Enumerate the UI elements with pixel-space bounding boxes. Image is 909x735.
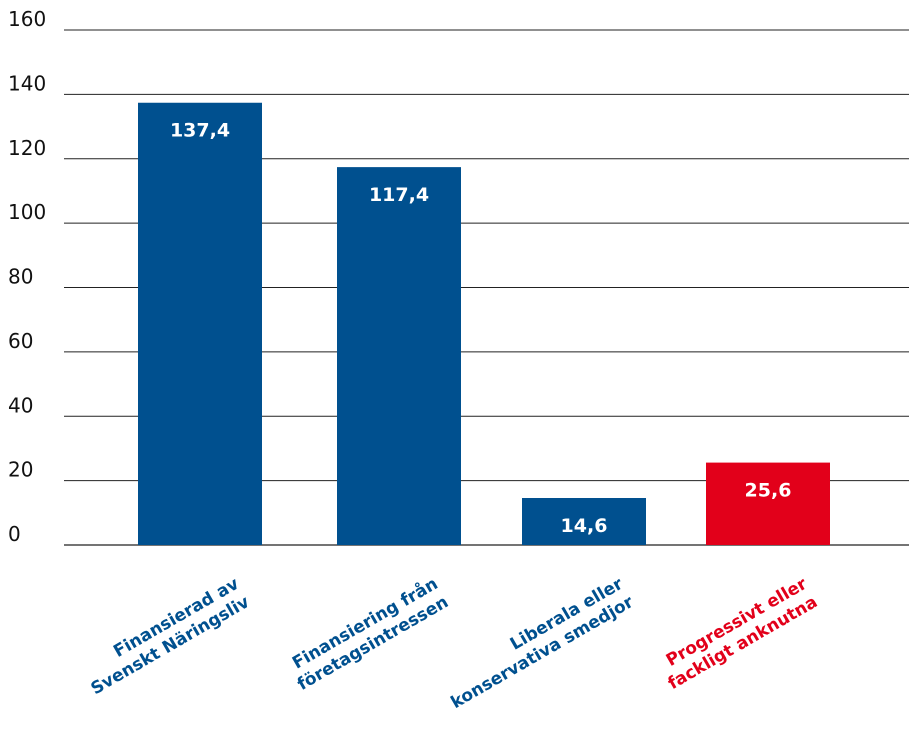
- bar: [138, 102, 262, 546]
- bar: [706, 462, 830, 545]
- y-tick-label: 0: [8, 522, 21, 546]
- y-axis-ticks: 0 20 40 60 80 100 120 140 160: [8, 7, 46, 546]
- y-tick-label: 80: [8, 265, 33, 289]
- category-label-line: konservativa smedjor: [448, 592, 638, 713]
- bar-value-label: 14,6: [561, 515, 608, 537]
- bar-value-labels: 137,4 117,4 14,6 25,6: [170, 120, 792, 537]
- y-tick-label: 60: [8, 329, 33, 353]
- y-tick-label: 20: [8, 458, 33, 482]
- y-tick-label: 100: [8, 200, 46, 224]
- bar-value-label: 25,6: [745, 480, 792, 502]
- bar-value-label: 137,4: [170, 120, 230, 142]
- y-tick-label: 140: [8, 71, 46, 95]
- y-tick-label: 40: [8, 393, 33, 417]
- y-tick-label: 160: [8, 7, 46, 31]
- bar: [337, 167, 461, 545]
- bar-value-label: 117,4: [369, 184, 429, 206]
- bar: [522, 498, 646, 545]
- bars: [138, 102, 830, 546]
- y-tick-label: 120: [8, 136, 46, 160]
